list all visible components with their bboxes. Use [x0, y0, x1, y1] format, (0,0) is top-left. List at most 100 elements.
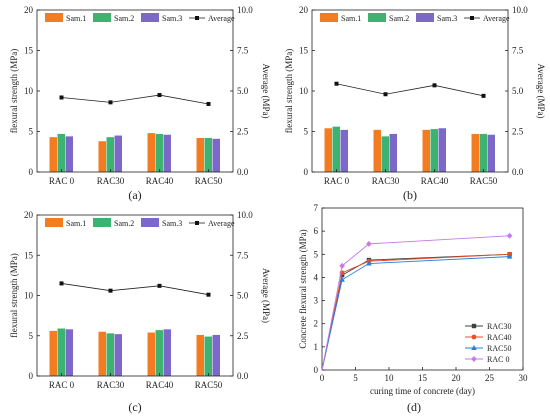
bar: [106, 333, 114, 376]
y2-tick-label: 5.0: [237, 291, 249, 301]
x-tick-label: RAC 0: [324, 176, 350, 186]
y2-tick-label: 10.0: [237, 210, 253, 220]
legend-label: RAC40: [487, 333, 511, 342]
legend-label: RAC50: [487, 344, 511, 353]
legend-label: RAC 0: [487, 355, 509, 364]
bar: [212, 138, 220, 172]
bar: [49, 137, 57, 172]
y-axis-label: flexural strength (MPa): [9, 49, 19, 133]
bar: [155, 330, 163, 376]
bar: [332, 126, 340, 172]
bar: [147, 133, 155, 172]
average-point: [59, 281, 64, 286]
average-point: [108, 100, 113, 105]
bar: [373, 129, 381, 172]
y-tick-label: 20: [24, 5, 34, 15]
y-tick-label: 0: [29, 167, 34, 177]
bar: [381, 136, 389, 172]
average-point: [157, 93, 162, 98]
y-tick-label: 3: [314, 296, 319, 306]
y-tick-label: 5: [29, 127, 34, 137]
legend: Sam.1 Sam.2 Sam.3 Average: [45, 13, 235, 23]
x-axis-label: curing time of concrete (day): [370, 386, 475, 396]
x-tick-label: RAC 0: [49, 176, 75, 186]
y-tick-label: 0: [29, 371, 34, 381]
bar: [98, 141, 106, 172]
legend-average-marker: [195, 16, 199, 20]
legend-average-marker: [470, 16, 474, 20]
y-tick-label: 0: [314, 365, 319, 375]
legend-swatch: [368, 13, 386, 22]
y-tick-label: 7: [314, 203, 319, 213]
legend-swatch: [141, 218, 159, 227]
y2-tick-label: 5.0: [512, 86, 524, 96]
bar: [98, 331, 106, 376]
bar: [479, 133, 487, 172]
series-line: [321, 235, 510, 371]
y-axis-label: flexural strength (MPa): [9, 253, 19, 337]
x-tick-label: RAC40: [421, 176, 449, 186]
series-line: [321, 253, 510, 371]
bar: [389, 133, 397, 172]
y-axis-label: flexural strength (MPa): [284, 49, 294, 133]
bar: [65, 136, 73, 172]
y-tick-label: 5: [304, 127, 309, 137]
chart-panel-2: 0 5 10 15 20 0.0 2.5 5.0 7.5 10.0 RAC 0 RAC30 RAC40 R…: [284, 5, 546, 202]
data-point: [339, 262, 345, 269]
bar: [324, 128, 332, 172]
bar: [471, 133, 479, 172]
legend-label: RAC30: [487, 322, 511, 331]
average-point: [157, 283, 162, 288]
legend-swatch: [416, 13, 434, 22]
bar: [147, 332, 155, 376]
bar: [204, 336, 212, 376]
y-tick-label: 20: [24, 210, 34, 220]
average-point: [59, 95, 64, 100]
bar: [204, 137, 212, 172]
average-line: [61, 94, 209, 105]
legend-label: Sam.1: [66, 219, 86, 228]
average-point: [334, 81, 339, 86]
data-point: [339, 276, 345, 282]
data-point: [506, 253, 513, 259]
bar: [196, 334, 204, 376]
y2-tick-label: 2.5: [237, 127, 249, 137]
bar: [340, 129, 348, 172]
legend-label: Sam.1: [341, 14, 361, 23]
legend-label: Sam.2: [114, 219, 134, 228]
legend-swatch: [320, 13, 338, 22]
series-rac30: [321, 252, 512, 371]
bar: [163, 134, 171, 172]
y-tick-label: 15: [24, 46, 34, 56]
bar: [212, 334, 220, 376]
y-tick-label: 15: [299, 46, 309, 56]
legend-swatch: [45, 13, 63, 22]
x-tick-label: RAC30: [97, 380, 125, 390]
y-tick-label: 5: [314, 249, 319, 259]
data-point: [366, 240, 372, 247]
legend-swatch: [45, 218, 63, 227]
bar: [163, 329, 171, 376]
y-tick-label: 5: [29, 331, 34, 341]
y2-axis-label: Average (MPa): [261, 63, 271, 118]
y-tick-label: 10: [299, 86, 309, 96]
y2-tick-label: 10.0: [512, 5, 528, 15]
y-tick-label: 6: [314, 226, 319, 236]
data-point: [366, 260, 372, 266]
legend-average-marker: [195, 221, 199, 225]
y2-tick-label: 0.0: [237, 371, 249, 381]
y2-tick-label: 10.0: [237, 5, 253, 15]
average-line: [336, 83, 484, 97]
average-point: [383, 92, 388, 97]
legend-swatch: [93, 218, 111, 227]
average-point: [481, 93, 486, 98]
x-tick-label: 25: [485, 373, 495, 383]
x-tick-label: RAC40: [146, 380, 174, 390]
bar: [106, 137, 114, 172]
panel-label: (b): [403, 188, 417, 202]
bar: [65, 329, 73, 376]
bar: [422, 129, 430, 172]
x-tick-label: RAC30: [372, 176, 400, 186]
